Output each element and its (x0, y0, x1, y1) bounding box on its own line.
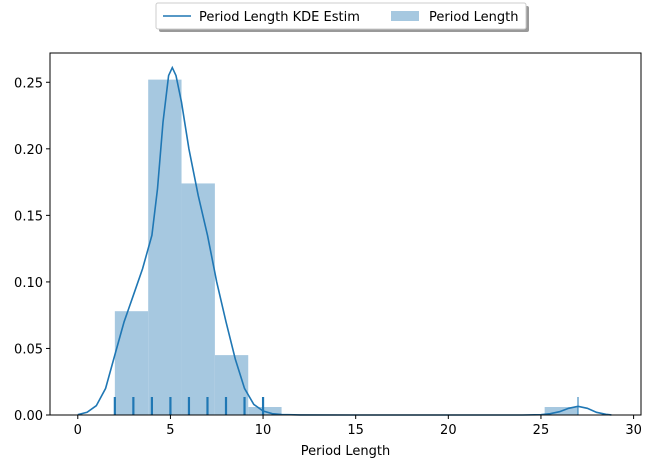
rug-marks (113, 397, 579, 415)
y-tick-label: 0.05 (14, 342, 43, 357)
x-axis-title: Period Length (301, 444, 391, 459)
y-tick-label: 0.15 (14, 209, 43, 224)
legend-label-histogram: Period Length (429, 10, 519, 25)
x-axis-ticks: 0 5 10 15 20 25 30 (74, 415, 642, 438)
legend: Period Length KDE Estim Period Length (155, 2, 529, 32)
plot-frame (49, 52, 642, 416)
histogram-bar (148, 79, 182, 415)
histogram-bar (114, 311, 149, 415)
x-tick-label: 10 (255, 423, 272, 438)
legend-box (155, 2, 527, 30)
y-tick-label: 0.00 (14, 409, 43, 424)
histogram-bars (114, 79, 579, 415)
x-tick-label: 25 (533, 423, 550, 438)
y-tick-label: 0.10 (14, 276, 43, 291)
y-tick-label: 0.25 (14, 76, 43, 91)
y-axis-ticks: 0.00 0.05 0.10 0.15 0.20 0.25 (14, 76, 50, 424)
x-tick-label: 5 (166, 423, 174, 438)
x-tick-label: 20 (440, 423, 457, 438)
kde-line (77, 65, 612, 416)
histogram-bar (181, 183, 215, 415)
x-tick-label: 0 (74, 423, 82, 438)
y-tick-label: 0.20 (14, 143, 43, 158)
x-tick-label: 30 (625, 423, 642, 438)
x-tick-label: 15 (347, 423, 364, 438)
legend-bar-swatch (391, 11, 419, 21)
legend-label-kde: Period Length KDE Estim (199, 10, 360, 25)
